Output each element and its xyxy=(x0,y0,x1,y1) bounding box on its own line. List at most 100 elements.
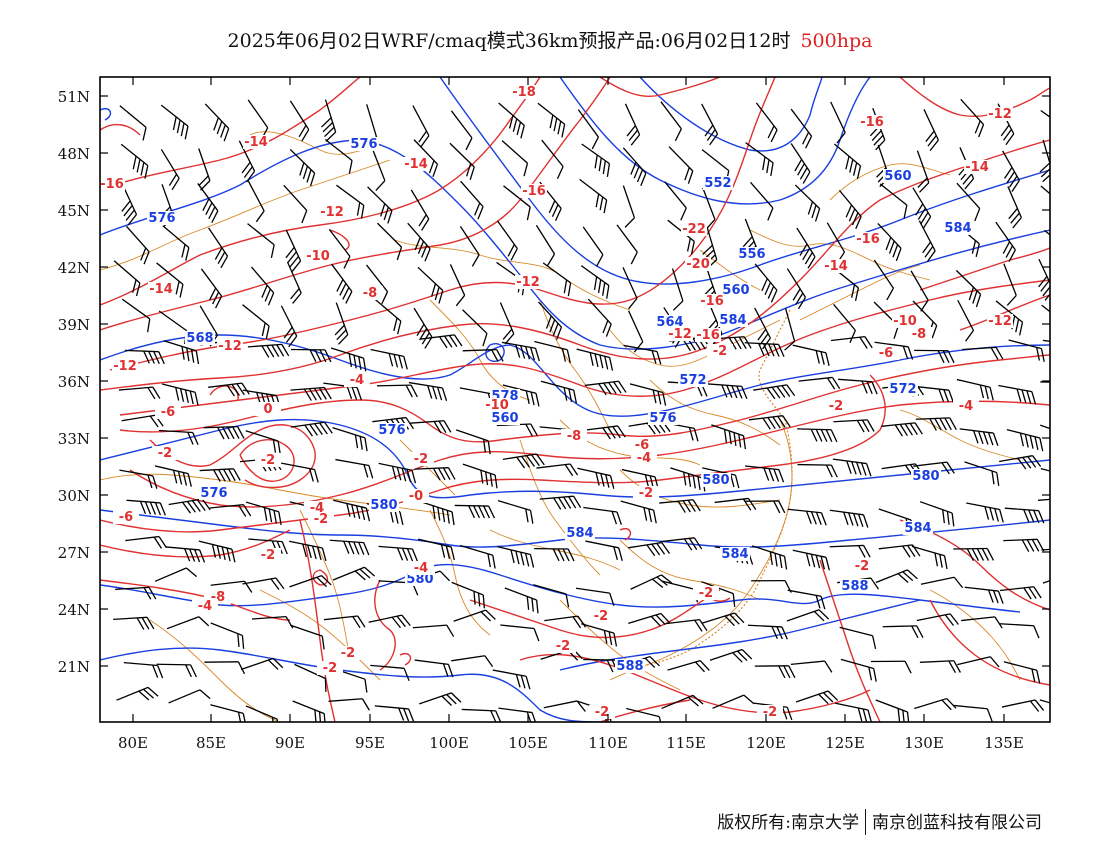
wind-barb xyxy=(537,102,566,138)
wind-barb xyxy=(290,386,332,401)
lon-label-90E: 90E xyxy=(275,734,305,752)
wind-barb xyxy=(449,142,475,180)
wind-barb xyxy=(160,149,180,191)
wind-barb xyxy=(620,500,657,524)
wind-barb xyxy=(168,498,211,514)
temperature-label: -14 xyxy=(965,160,989,175)
wind-barb xyxy=(156,663,197,678)
wind-barb xyxy=(877,223,902,262)
wind-barb xyxy=(492,669,531,690)
wind-barb xyxy=(502,453,545,469)
wind-barb xyxy=(535,224,556,266)
wind-barb xyxy=(500,624,540,642)
wind-barb xyxy=(582,226,604,267)
wind-barb xyxy=(377,384,418,398)
temperature-label: -16 xyxy=(860,115,884,130)
wind-barb xyxy=(321,99,337,142)
wind-barb xyxy=(709,648,753,663)
wind-barb xyxy=(1043,229,1050,253)
lon-label-120E: 120E xyxy=(746,734,786,752)
wind-barb xyxy=(794,184,821,222)
wind-barb xyxy=(798,376,841,390)
wind-barb xyxy=(204,103,230,142)
temperature-label: -12 xyxy=(218,339,242,354)
wind-barb xyxy=(576,348,614,371)
temperature-label: -6 xyxy=(161,405,175,420)
wind-barb xyxy=(795,690,839,705)
height-label: 576 xyxy=(378,423,405,438)
wind-barb xyxy=(1001,699,1045,712)
wind-barb xyxy=(661,694,704,710)
height-label: 580 xyxy=(912,469,939,484)
temperature-labels: -16-14-16-18-14-16-12-22-16-10-20 -14-14-… xyxy=(100,85,1013,720)
wind-barb xyxy=(955,269,982,308)
wind-barb xyxy=(116,686,159,701)
wind-barb xyxy=(964,461,1000,486)
wind-barb xyxy=(203,425,245,440)
wind-barb xyxy=(289,575,332,588)
height-label: 556 xyxy=(738,247,765,262)
wind-barb xyxy=(292,700,326,722)
wind-barb xyxy=(751,545,788,570)
temperature-label: -2 xyxy=(261,453,275,468)
wind-barb xyxy=(831,336,873,349)
title-text: 2025年06月02日WRF/cmaq模式36km预报产品:06月02日12时 xyxy=(227,30,791,52)
wind-barb xyxy=(1040,424,1050,438)
wind-barb xyxy=(995,221,1016,263)
wind-barb xyxy=(280,305,298,348)
wind-barb xyxy=(665,618,708,632)
wind-barb xyxy=(616,224,638,265)
temperature-label: -16 xyxy=(522,184,546,199)
wind-barb xyxy=(1039,139,1050,183)
wind-barb xyxy=(748,415,791,430)
wind-barb xyxy=(240,657,284,671)
height-label: 580 xyxy=(406,572,433,587)
temperature-label: -2 xyxy=(699,586,713,601)
wind-barb xyxy=(577,109,599,150)
wind-barb xyxy=(707,383,748,399)
wind-barb xyxy=(833,143,862,180)
temperature-label: -2 xyxy=(855,559,869,574)
wind-barb xyxy=(210,704,247,722)
wind-barb xyxy=(156,262,184,298)
wind-barb xyxy=(289,148,316,187)
temperature-label: -6 xyxy=(879,346,893,361)
wind-barb xyxy=(580,265,610,299)
wind-barb xyxy=(289,624,325,650)
wind-barb xyxy=(534,340,571,364)
wind-barb xyxy=(622,267,638,310)
temperature-label: -4 xyxy=(959,399,973,414)
wind-barb xyxy=(584,380,627,396)
temperature-label: -8 xyxy=(363,286,377,301)
wind-barb xyxy=(460,544,496,569)
wind-barb xyxy=(667,659,710,673)
wind-barb xyxy=(367,186,393,224)
wind-barb xyxy=(953,547,995,562)
wind-barb xyxy=(629,383,667,406)
wind-barb xyxy=(626,707,663,722)
wind-barb xyxy=(745,142,774,177)
height-label: 560 xyxy=(722,283,749,298)
wind-barb xyxy=(882,625,924,639)
wind-barb xyxy=(797,428,838,443)
wind-barb xyxy=(838,189,862,230)
temperature-label: -12 xyxy=(988,107,1012,122)
wind-barb xyxy=(1002,150,1020,192)
wind-barb xyxy=(543,700,586,712)
wind-barb xyxy=(412,105,430,147)
wind-barb xyxy=(622,185,636,228)
wind-barb xyxy=(503,185,531,221)
temperature-label: -16 xyxy=(700,294,724,309)
lat-label-21N: 21N xyxy=(58,658,90,676)
wind-barb xyxy=(671,268,684,311)
wind-barb xyxy=(154,465,192,487)
temperature-label: -2 xyxy=(414,452,428,467)
lon-label-135E: 135E xyxy=(984,734,1024,752)
wind-barb xyxy=(453,609,496,622)
wind-barb xyxy=(787,508,827,526)
wind-barb xyxy=(830,101,846,144)
longitude-labels: 80E 85E 90E 95E 100E 105E 110E 115E 120E 125E 130E… xyxy=(118,734,1024,752)
wind-barb xyxy=(204,661,246,675)
height-label: 584 xyxy=(721,547,748,562)
wind-barb xyxy=(208,227,229,269)
